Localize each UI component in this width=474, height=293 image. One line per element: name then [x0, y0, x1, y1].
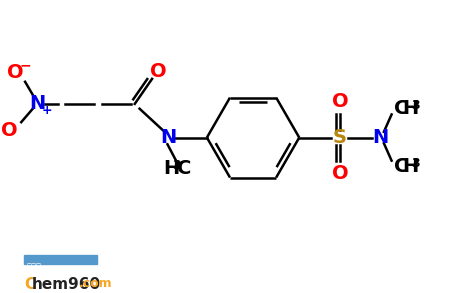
Text: C: C: [24, 277, 35, 292]
Text: hem960: hem960: [32, 277, 101, 292]
Text: C: C: [393, 157, 408, 176]
Text: C: C: [393, 99, 408, 118]
Text: O: O: [1, 121, 18, 140]
Bar: [24, 255, 97, 264]
Text: S: S: [333, 128, 346, 147]
Text: H: H: [164, 159, 180, 178]
Text: +: +: [42, 104, 53, 117]
Text: 化工网: 化工网: [27, 263, 42, 272]
Text: .com: .com: [79, 277, 113, 290]
Text: 3: 3: [411, 157, 419, 170]
Text: 3: 3: [411, 99, 419, 112]
Text: N: N: [29, 94, 46, 113]
Text: N: N: [372, 128, 388, 147]
Text: O: O: [149, 62, 166, 81]
Text: C: C: [177, 159, 191, 178]
Text: 3: 3: [172, 159, 181, 172]
Text: O: O: [332, 93, 349, 111]
Text: O: O: [7, 63, 24, 82]
Text: H: H: [402, 99, 419, 118]
Text: O: O: [332, 164, 349, 183]
Text: N: N: [160, 128, 176, 147]
Text: H: H: [402, 157, 419, 176]
Text: −: −: [19, 58, 31, 72]
